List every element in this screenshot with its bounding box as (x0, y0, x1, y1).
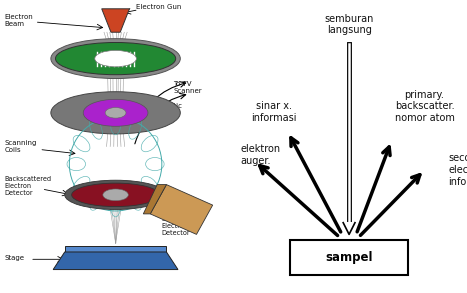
Ellipse shape (51, 92, 180, 134)
FancyBboxPatch shape (290, 240, 408, 275)
Polygon shape (102, 9, 129, 32)
Text: Magnetic
Lens: Magnetic Lens (150, 103, 182, 116)
Ellipse shape (71, 183, 160, 207)
Text: primary.
backscatter.
nomor atom: primary. backscatter. nomor atom (395, 90, 454, 123)
Ellipse shape (83, 99, 148, 126)
Ellipse shape (103, 189, 128, 201)
Text: Backscattered
Electron
Detector: Backscattered Electron Detector (5, 176, 52, 196)
Ellipse shape (95, 50, 136, 67)
Text: Specimen: Specimen (127, 259, 162, 265)
Text: To TV
Scanner: To TV Scanner (173, 81, 202, 94)
Text: sinar x.
informasi: sinar x. informasi (251, 101, 297, 123)
Polygon shape (343, 223, 355, 234)
Text: sampel: sampel (325, 251, 373, 264)
Polygon shape (53, 252, 178, 270)
Text: Stage: Stage (5, 255, 25, 261)
Text: Scanning
Coils: Scanning Coils (5, 140, 37, 153)
Polygon shape (150, 185, 212, 234)
Text: elektron
auger.: elektron auger. (241, 144, 281, 166)
Ellipse shape (65, 180, 166, 209)
Text: Secondary
Electron
Detector: Secondary Electron Detector (162, 216, 197, 236)
Polygon shape (143, 185, 166, 214)
Text: semburan
langsung: semburan langsung (325, 13, 374, 35)
Text: secondary.
electron.
informasi: secondary. electron. informasi (448, 153, 467, 187)
Text: Anode: Anode (150, 54, 172, 60)
Text: Electron Gun: Electron Gun (136, 4, 182, 10)
Ellipse shape (51, 39, 180, 79)
Ellipse shape (56, 42, 176, 75)
Ellipse shape (105, 108, 126, 118)
Text: Electron
Beam: Electron Beam (5, 14, 33, 27)
Polygon shape (65, 246, 166, 252)
